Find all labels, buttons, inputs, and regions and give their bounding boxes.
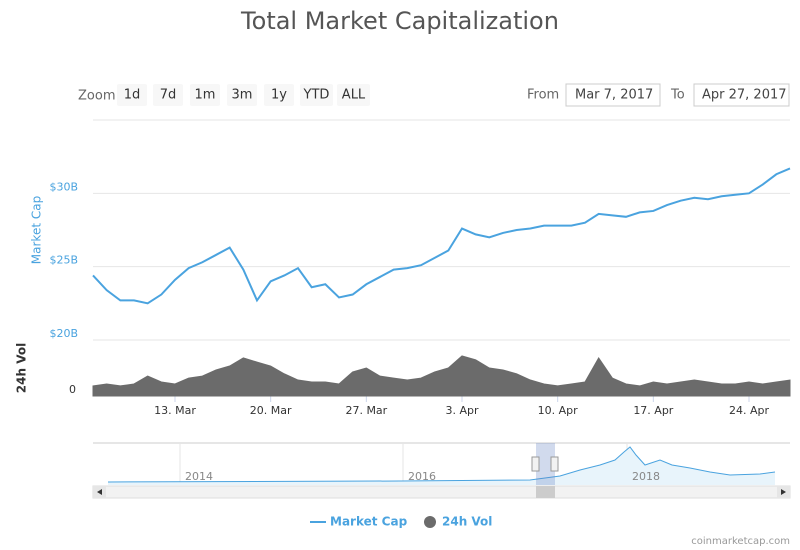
arrow-left: [97, 489, 102, 495]
zoom-button[interactable]: [190, 84, 220, 106]
x-tick-label: 17. Apr: [633, 404, 673, 417]
zoom-buttons: 1d 7d 1m 3m 1y YTD ALL: [117, 84, 370, 106]
zoom-button[interactable]: [337, 84, 370, 106]
zoom-button-label: ALL: [342, 88, 366, 103]
navigator-area: [108, 447, 775, 485]
zoom-button-label: YTD: [303, 88, 330, 103]
y-axis-title: Market Cap: [30, 196, 44, 264]
zoom-button-label: 1y: [271, 88, 287, 103]
navigator-handle[interactable]: [550, 456, 559, 472]
volume-area: [92, 355, 791, 397]
y-tick-label: $30B: [49, 180, 78, 193]
zoom-label: Zoom: [78, 89, 115, 104]
x-tick-label: 24. Apr: [729, 404, 769, 417]
x-tick-label: 3. Apr: [445, 404, 478, 417]
chart-title: Total Market Capitalization: [240, 7, 559, 35]
arrow-right: [781, 489, 786, 495]
x-tick-label: 13. Mar: [154, 404, 196, 417]
zoom-button-label: 3m: [232, 88, 253, 103]
y2-axis-title: 24h Vol: [15, 343, 29, 393]
zoom-button-label: 7d: [160, 88, 177, 103]
scrollbar[interactable]: [92, 485, 791, 499]
zoom-button-label: 1d: [124, 88, 141, 103]
navigator: [92, 442, 791, 499]
scrollbar-thumb[interactable]: [536, 486, 555, 498]
navigator-line: [107, 446, 776, 483]
credit: coinmarketcap.com: [691, 536, 790, 547]
y-tick-label: $20B: [49, 327, 78, 340]
to-input[interactable]: [693, 83, 790, 107]
market-cap-line: [92, 167, 791, 305]
legend-label[interactable]: 24h Vol: [442, 515, 492, 529]
zoom-button[interactable]: [300, 84, 333, 106]
zoom-button-label: 1m: [195, 88, 216, 103]
legend-label[interactable]: Market Cap: [330, 515, 408, 529]
y-tick-label: $25B: [49, 254, 78, 267]
x-tick-label: 20. Mar: [250, 404, 292, 417]
zoom-button[interactable]: [153, 84, 183, 106]
x-tick-label: 27. Mar: [345, 404, 387, 417]
to-label: To: [670, 88, 685, 103]
navigator-mask[interactable]: [536, 443, 555, 485]
zoom-button[interactable]: [117, 84, 147, 106]
from-value: Mar 7, 2017: [575, 88, 653, 103]
legend-symbol: [424, 516, 436, 528]
to-value: Apr 27, 2017: [702, 88, 787, 103]
navigator-tick-label: 2014: [185, 470, 213, 483]
y2-tick-label: 0: [69, 383, 76, 396]
from-label: From: [527, 88, 559, 103]
x-tick-label: 10. Apr: [538, 404, 578, 417]
zoom-button[interactable]: [264, 84, 294, 106]
zoom-button[interactable]: [227, 84, 257, 106]
navigator-tick-label: 2018: [632, 470, 660, 483]
navigator-tick-label: 2016: [408, 470, 436, 483]
navigator-handle[interactable]: [531, 456, 540, 472]
from-input[interactable]: [565, 83, 661, 107]
